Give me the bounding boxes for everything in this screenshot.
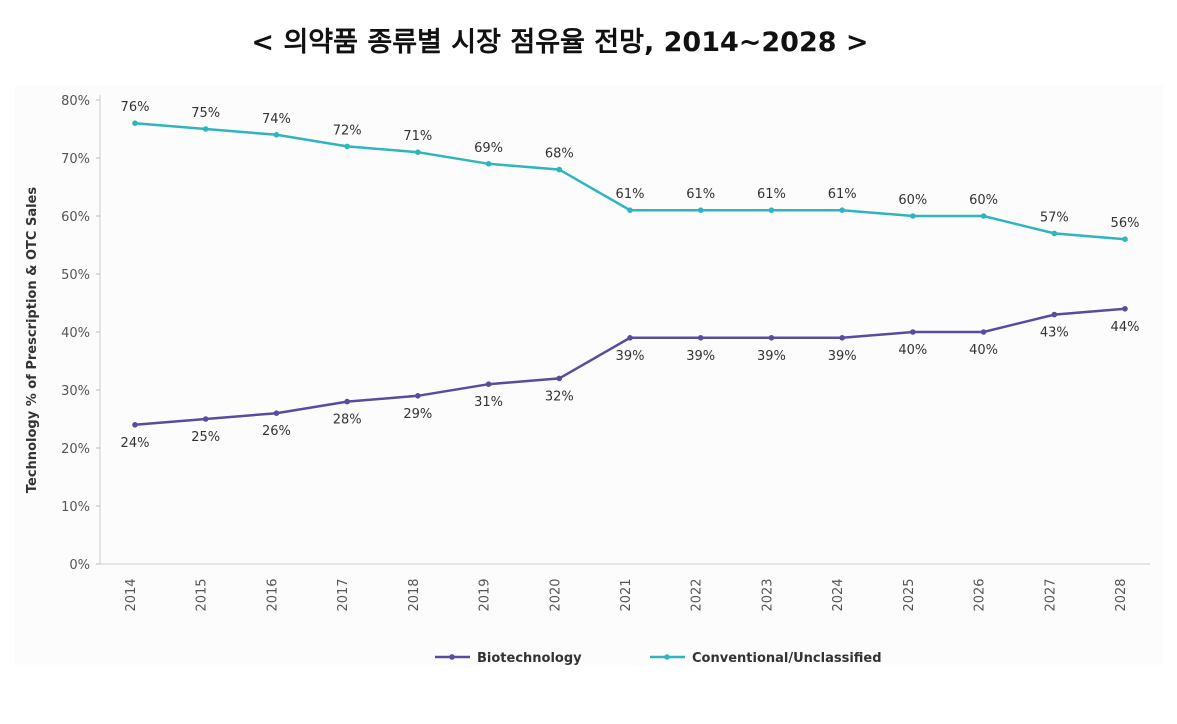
data-point (415, 393, 421, 399)
data-label: 31% (474, 395, 503, 410)
y-tick-label: 50% (61, 268, 90, 283)
data-label: 24% (121, 436, 150, 451)
y-tick-label: 60% (61, 210, 90, 225)
data-point (627, 207, 633, 213)
data-point (839, 207, 845, 213)
data-label: 61% (616, 187, 645, 202)
x-tick-label: 2025 (902, 578, 917, 611)
data-point (910, 329, 916, 335)
data-label: 32% (545, 389, 574, 404)
data-label: 39% (828, 349, 857, 364)
data-point (768, 335, 775, 341)
y-tick-label: 30% (61, 384, 90, 399)
x-tick-label: 2026 (973, 578, 988, 611)
data-label: 44% (1111, 320, 1140, 335)
data-point (839, 335, 845, 341)
data-point (415, 149, 421, 155)
legend-marker (664, 654, 670, 660)
data-label: 56% (1111, 216, 1140, 231)
data-point (202, 126, 209, 132)
data-label: 39% (616, 349, 645, 364)
data-point (273, 132, 280, 138)
data-point (202, 416, 209, 422)
legend-marker (449, 654, 455, 660)
data-label: 28% (333, 413, 362, 428)
data-point (768, 207, 775, 213)
data-label: 71% (403, 129, 432, 144)
y-tick-label: 80% (61, 94, 90, 109)
data-label: 43% (1040, 326, 1069, 341)
data-point (627, 335, 633, 341)
data-point (485, 381, 492, 388)
x-tick-label: 2018 (407, 578, 422, 611)
data-point (697, 335, 704, 341)
data-label: 26% (262, 424, 291, 439)
data-label: 39% (686, 349, 715, 364)
data-point (556, 375, 563, 382)
data-point (1051, 230, 1058, 237)
y-tick-label: 20% (61, 442, 90, 457)
data-label: 74% (262, 112, 291, 127)
data-label: 69% (474, 141, 503, 156)
data-label: 40% (898, 343, 927, 358)
data-label: 76% (121, 100, 150, 115)
y-tick-label: 40% (61, 326, 90, 341)
x-tick-label: 2024 (831, 578, 846, 611)
data-point (344, 398, 350, 405)
data-point (1122, 236, 1128, 242)
data-label: 60% (969, 193, 998, 208)
data-point (1051, 311, 1058, 318)
chart-panel (15, 85, 1163, 665)
x-tick-label: 2017 (336, 578, 351, 611)
x-tick-label: 2023 (760, 578, 775, 611)
data-label: 68% (545, 147, 574, 162)
data-label: 25% (191, 430, 220, 445)
data-point (556, 166, 563, 173)
data-point (1122, 306, 1128, 312)
series-line-conventional (134, 121, 1126, 241)
legend-label: Conventional/Unclassified (692, 651, 882, 666)
data-label: 39% (757, 349, 786, 364)
data-point (980, 213, 987, 219)
data-point (344, 143, 350, 150)
x-tick-label: 2028 (1114, 578, 1129, 611)
x-tick-label: 2027 (1043, 578, 1058, 611)
data-label: 61% (686, 187, 715, 202)
data-point (273, 410, 280, 417)
series-line-biotechnology (134, 307, 1126, 427)
y-tick-label: 10% (61, 500, 90, 515)
data-label: 57% (1040, 210, 1069, 225)
chart-title: < 의약품 종류별 시장 점유율 전망, 2014~2028 > (251, 27, 869, 58)
data-label: 40% (969, 343, 998, 358)
data-label: 72% (333, 123, 362, 138)
x-tick-label: 2020 (548, 578, 563, 611)
x-tick-label: 2019 (478, 578, 493, 611)
legend-label: Biotechnology (477, 651, 582, 666)
data-label: 29% (403, 407, 432, 422)
data-point (132, 120, 138, 126)
x-tick-label: 2016 (265, 578, 280, 611)
x-tick-label: 2022 (690, 578, 705, 611)
data-label: 60% (898, 193, 927, 208)
y-tick-label: 0% (69, 558, 90, 573)
data-point (697, 207, 704, 213)
y-tick-label: 70% (61, 152, 90, 167)
data-point (910, 213, 916, 219)
data-label: 75% (191, 106, 220, 121)
data-label: 61% (828, 187, 857, 202)
x-tick-label: 2014 (124, 578, 139, 611)
y-axis-label: Technology % of Prescription & OTC Sales (25, 187, 40, 493)
data-point (485, 161, 492, 167)
data-point (980, 329, 987, 335)
x-tick-label: 2015 (195, 578, 210, 611)
data-point (132, 422, 138, 428)
x-tick-label: 2021 (619, 578, 634, 611)
data-label: 61% (757, 187, 786, 202)
